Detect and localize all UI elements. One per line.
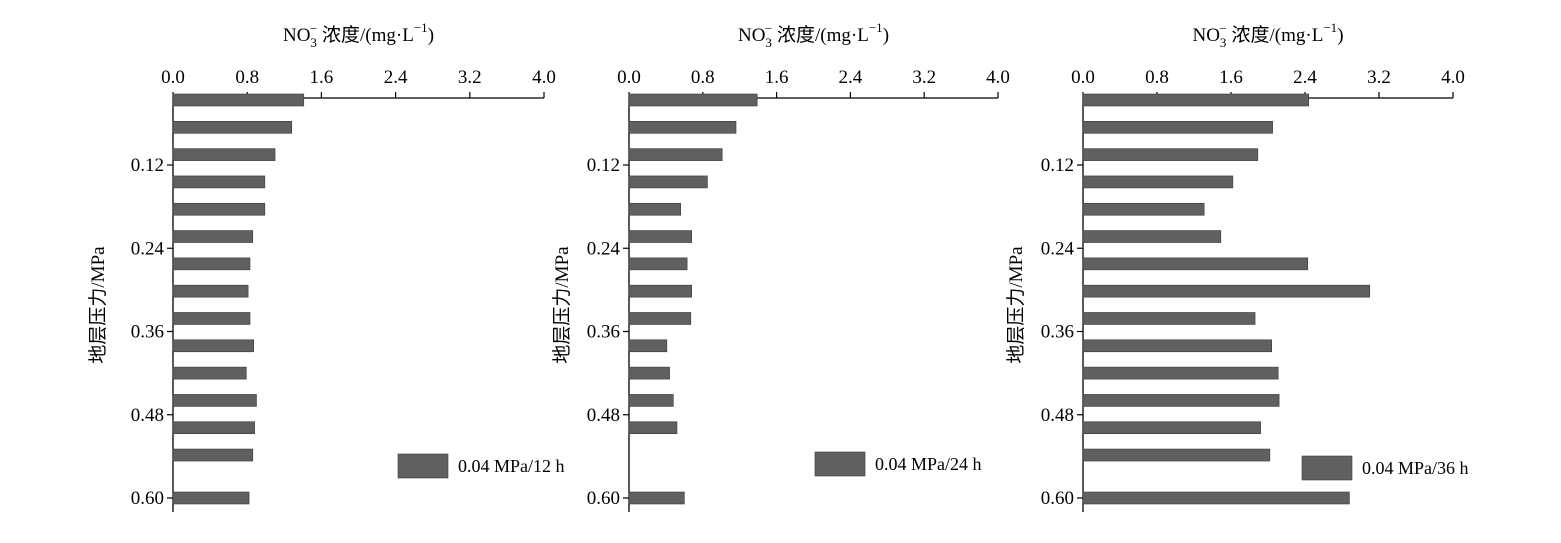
y-tick-label: 0.24 (587, 238, 621, 259)
y-tick-label: 0.12 (131, 155, 164, 176)
x-tick-label: 0.8 (235, 67, 259, 88)
chart-panel-1: NO3− 浓度/(mg·L−1) 0.0 0.8 1.6 2.4 3.2 4.0 0.12 0.… (87, 20, 565, 512)
y-tick-label: 0.48 (131, 405, 164, 426)
bar (172, 202, 266, 216)
bar (172, 339, 254, 353)
bar (172, 230, 254, 243)
x-tick-label: 3.2 (912, 67, 936, 88)
x-tick-label: 4.0 (532, 67, 556, 88)
bar (172, 121, 293, 134)
bar (1082, 121, 1273, 134)
bar (172, 491, 250, 505)
legend-label: 0.04 MPa/12 h (458, 456, 565, 476)
y-tick-label: 0.12 (1041, 155, 1074, 176)
bar (628, 121, 737, 134)
x-tick-label: 0.0 (617, 67, 641, 88)
bar (172, 448, 254, 462)
bar (628, 93, 758, 107)
bar (1082, 284, 1371, 298)
bar (172, 175, 266, 189)
x-tick-label: 1.6 (310, 67, 334, 88)
y-tick-label: 0.48 (587, 405, 620, 426)
y-tick-label: 0.36 (1041, 322, 1074, 343)
y-tick-label: 0.24 (131, 238, 165, 259)
chart-panel-2: NO3− 浓度/(mg·L−1) 0.0 0.8 1.6 2.4 3.2 4.0 0.12 0.… (551, 20, 1010, 512)
bar (1082, 175, 1234, 189)
y-tick-label: 0.12 (587, 155, 620, 176)
bar (1082, 421, 1261, 435)
bar (172, 284, 249, 298)
y-tick-label: 0.60 (131, 488, 164, 509)
bar (1082, 202, 1205, 216)
x-axis-title: NO3− 浓度/(mg·L−1) (738, 20, 889, 50)
y-tick-label: 0.36 (587, 322, 620, 343)
bar (172, 394, 257, 407)
chart-panel-3: NO3− 浓度/(mg·L−1) 0.0 0.8 1.6 2.4 3.2 4.0 0.12 0.… (1005, 20, 1469, 512)
x-tick-label: 3.2 (458, 67, 482, 88)
bar (1082, 257, 1309, 271)
x-axis-title: NO3− 浓度/(mg·L−1) (1192, 20, 1343, 50)
x-tick-label: 0.8 (1145, 67, 1169, 88)
bar (628, 230, 693, 243)
x-tick-label: 2.4 (384, 67, 408, 88)
y-axis-title: 地层压力/MPa (87, 246, 109, 364)
x-tick-label: 0.0 (1071, 67, 1095, 88)
bar (628, 339, 668, 353)
legend-label: 0.04 MPa/36 h (1362, 458, 1469, 478)
x-tick-label: 3.2 (1367, 67, 1391, 88)
x-tick-label: 0.0 (161, 67, 185, 88)
bar (628, 284, 693, 298)
bar (1082, 230, 1222, 243)
x-tick-label: 1.6 (765, 67, 789, 88)
y-axis-title: 地层压力/MPa (551, 246, 573, 364)
x-tick-label: 4.0 (1441, 67, 1465, 88)
y-tick-label: 0.24 (1041, 238, 1075, 259)
bar (172, 421, 255, 435)
legend-label: 0.04 MPa/24 h (875, 454, 982, 474)
bar (1082, 448, 1271, 462)
x-tick-label: 0.8 (691, 67, 715, 88)
bar (1082, 366, 1279, 380)
bar (172, 312, 251, 325)
bar (1082, 339, 1272, 353)
y-tick-label: 0.48 (1041, 405, 1074, 426)
bar (172, 366, 247, 380)
bar (1082, 491, 1350, 505)
bar (1082, 93, 1309, 107)
x-tick-label: 1.6 (1219, 67, 1243, 88)
bar (1082, 148, 1259, 161)
bar (628, 421, 678, 435)
legend-swatch (814, 451, 866, 477)
bar (172, 148, 276, 161)
x-axis-title: NO3− 浓度/(mg·L−1) (283, 20, 434, 50)
bar (628, 148, 723, 161)
bar (1082, 312, 1256, 325)
bar (628, 312, 692, 325)
legend-swatch (397, 453, 449, 479)
bar (628, 491, 685, 505)
x-tick-label: 2.4 (1293, 67, 1317, 88)
bar (172, 257, 251, 271)
y-axis-title: 地层压力/MPa (1005, 246, 1027, 364)
x-tick-label: 4.0 (986, 67, 1010, 88)
x-tick-label: 2.4 (839, 67, 863, 88)
bar (628, 175, 708, 189)
legend-swatch (1301, 455, 1353, 481)
y-tick-label: 0.60 (587, 488, 620, 509)
bar (628, 366, 670, 380)
bar (172, 93, 305, 107)
bar (1082, 394, 1280, 407)
bar (628, 394, 674, 407)
bar (628, 257, 688, 271)
y-tick-label: 0.36 (131, 322, 164, 343)
y-tick-label: 0.60 (1041, 488, 1074, 509)
bar (628, 202, 681, 216)
